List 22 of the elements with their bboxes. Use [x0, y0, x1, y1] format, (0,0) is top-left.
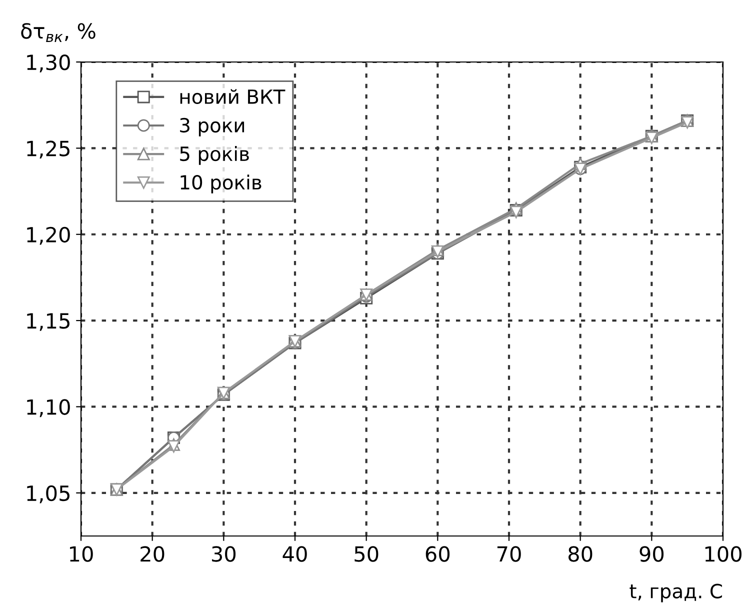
- y-axis-title: δτ$_{вк}$, %: [21, 23, 96, 42]
- x-tick-label: 90: [640, 546, 664, 562]
- y-tick-label: 1,05: [27, 485, 70, 504]
- legend-label: новий ВКТ: [180, 89, 286, 104]
- x-tick-label: 70: [497, 546, 521, 562]
- legend-label: 3 роки: [180, 118, 244, 136]
- y-tick-label: 1,10: [27, 399, 70, 418]
- x-tick-label: 10: [70, 546, 93, 562]
- x-tick-label: 30: [212, 546, 236, 562]
- x-tick-label: 100: [705, 546, 742, 562]
- y-tick-label: 1,25: [27, 140, 70, 159]
- x-tick-label: 60: [426, 546, 450, 562]
- legend-label: 5 років: [180, 146, 249, 165]
- x-axis-title: t, град. С: [630, 584, 722, 602]
- x-tick-label: 80: [568, 546, 592, 562]
- y-tick-label: 1,20: [27, 226, 70, 245]
- x-tick-label: 50: [354, 546, 378, 562]
- y-tick-label: 1,30: [27, 54, 70, 72]
- x-tick-label: 40: [282, 546, 307, 562]
- y-tick-label: 1,15: [27, 313, 70, 331]
- legend-label: 10 років: [180, 174, 262, 194]
- x-tick-label: 20: [140, 546, 164, 562]
